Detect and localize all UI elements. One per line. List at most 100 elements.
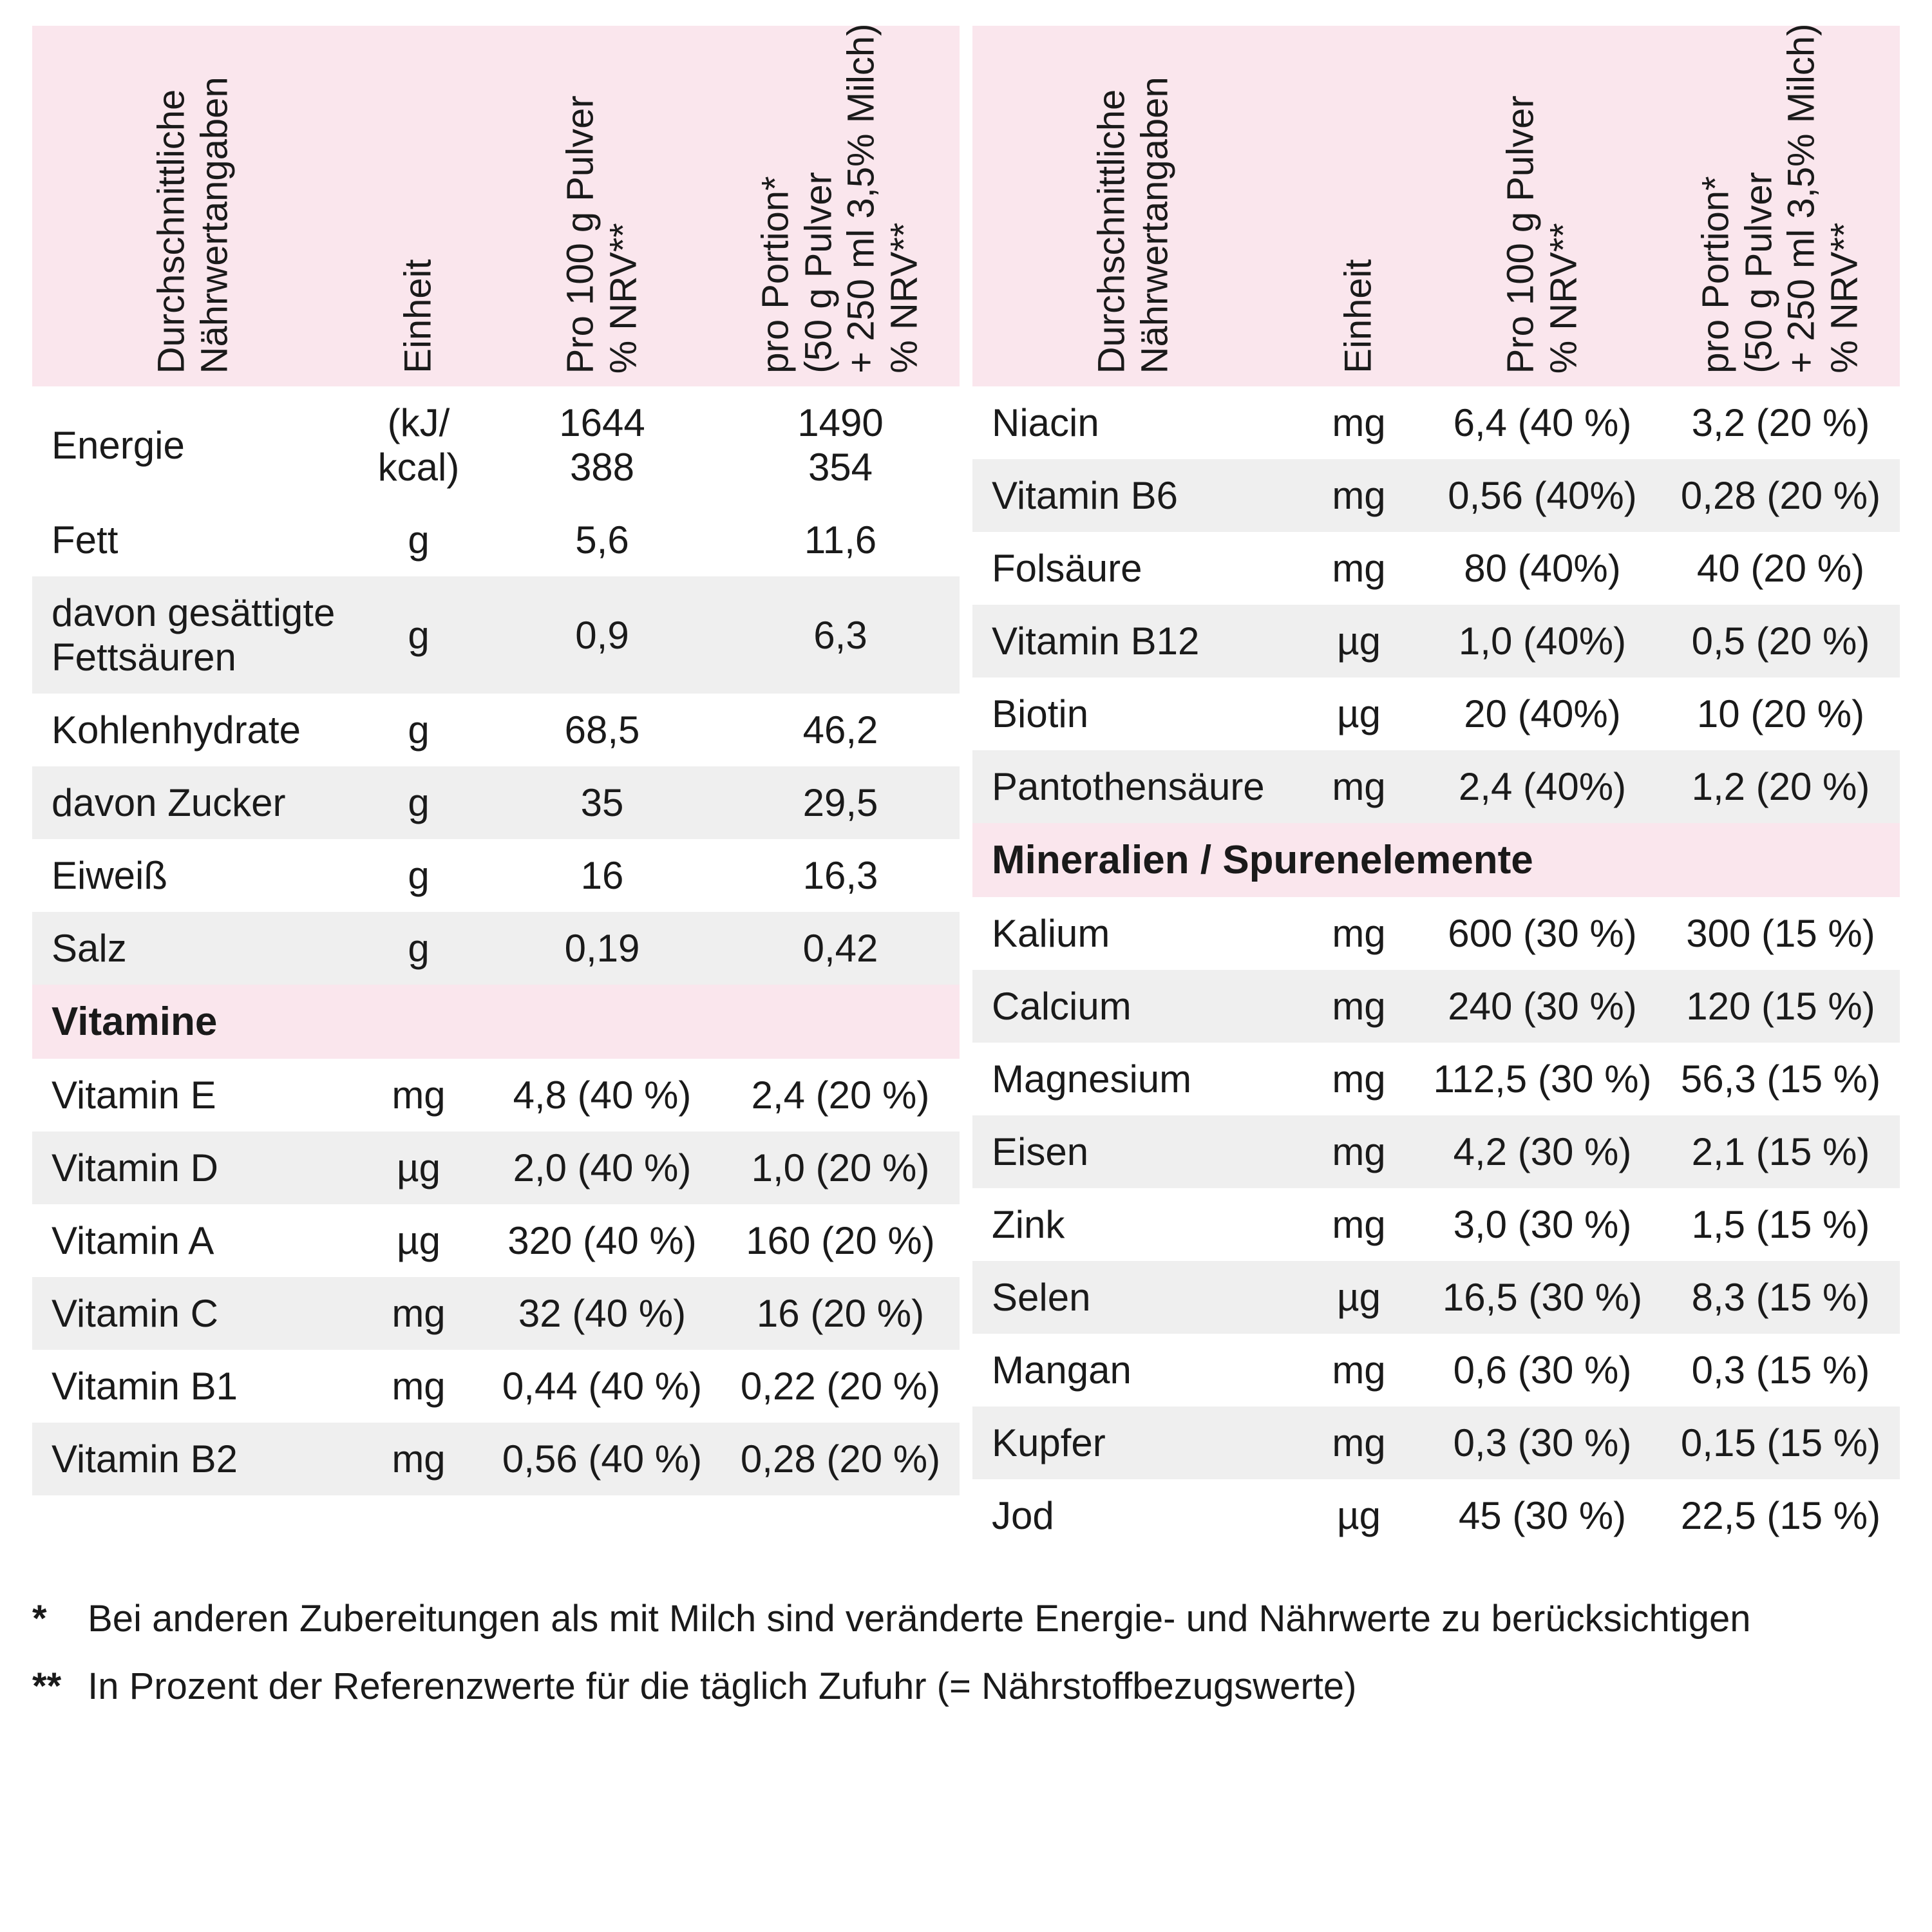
value-per-100g: 0,9 (483, 576, 721, 694)
value-per-portion: 300 (15 %) (1662, 897, 1900, 970)
value-per-portion: 1,2 (20 %) (1662, 750, 1900, 823)
value-per-100g: 0,6 (30 %) (1423, 1334, 1662, 1406)
value-per-100g: 35 (483, 766, 721, 839)
nutrient-name: Vitamin B1 (32, 1350, 354, 1423)
nutrient-name: davon gesättigte Fettsäuren (32, 576, 354, 694)
value-per-100g: 4,2 (30 %) (1423, 1115, 1662, 1188)
nutrient-unit: mg (1294, 750, 1423, 823)
value-per-portion: 0,28 (20 %) (1662, 459, 1900, 532)
nutrient-unit: µg (1294, 677, 1423, 750)
nutrient-name: Eiweiß (32, 839, 354, 912)
value-per-portion: 0,3 (15 %) (1662, 1334, 1900, 1406)
nutrient-unit: mg (1294, 1043, 1423, 1115)
table-row: Folsäuremg80 (40%)40 (20 %) (972, 532, 1900, 605)
nutrient-name: Fett (32, 504, 354, 576)
nutrient-name: Kalium (972, 897, 1294, 970)
table-row: Vitamin Emg4,8 (40 %)2,4 (20 %) (32, 1059, 960, 1132)
value-per-portion: 0,28 (20 %) (721, 1423, 960, 1495)
value-per-100g: 112,5 (30 %) (1423, 1043, 1662, 1115)
nutrient-name: Magnesium (972, 1043, 1294, 1115)
nutrient-unit: µg (354, 1132, 483, 1204)
value-per-portion: 0,5 (20 %) (1662, 605, 1900, 677)
value-per-portion: 40 (20 %) (1662, 532, 1900, 605)
nutrient-name: Kohlenhydrate (32, 694, 354, 766)
nutrient-name: Kupfer (972, 1406, 1294, 1479)
value-per-portion: 160 (20 %) (721, 1204, 960, 1277)
nutrient-unit: g (354, 912, 483, 985)
nutrient-unit: (kJ/kcal) (354, 386, 483, 504)
value-per-portion: 46,2 (721, 694, 960, 766)
nutrient-name: Vitamin C (32, 1277, 354, 1350)
table-header: DurchschnittlicheNährwertangaben Einheit… (972, 26, 1900, 386)
nutrient-unit: mg (1294, 1115, 1423, 1188)
nutrient-unit: g (354, 504, 483, 576)
table-row: Kohlenhydrateg68,546,2 (32, 694, 960, 766)
nutrient-unit: mg (1294, 1406, 1423, 1479)
nutrient-unit: g (354, 839, 483, 912)
col-header-name-text: DurchschnittlicheNährwertangaben (150, 77, 236, 374)
table-row: Vitamin B6mg0,56 (40%)0,28 (20 %) (972, 459, 1900, 532)
nutrient-unit: µg (1294, 1261, 1423, 1334)
nutrient-unit: mg (354, 1423, 483, 1495)
footnote-2-mark: ** (32, 1658, 77, 1714)
value-per-100g: 3,0 (30 %) (1423, 1188, 1662, 1261)
value-per-portion: 16 (20 %) (721, 1277, 960, 1350)
value-per-portion: 0,15 (15 %) (1662, 1406, 1900, 1479)
nutrient-name: Vitamin B2 (32, 1423, 354, 1495)
table-row: davon gesättigte Fettsäureng0,96,3 (32, 576, 960, 694)
nutrient-unit: µg (1294, 1479, 1423, 1552)
nutrient-name: davon Zucker (32, 766, 354, 839)
nutrient-name: Biotin (972, 677, 1294, 750)
footnote-2: ** In Prozent der Referenzwerte für die … (32, 1658, 1900, 1714)
value-per-portion: 2,4 (20 %) (721, 1059, 960, 1132)
nutrient-unit: mg (354, 1059, 483, 1132)
value-per-100g: 1644388 (483, 386, 721, 504)
nutrient-unit: mg (1294, 1334, 1423, 1406)
nutrient-unit: g (354, 694, 483, 766)
table-row: Biotinµg20 (40%)10 (20 %) (972, 677, 1900, 750)
col-header-name: DurchschnittlicheNährwertangaben (32, 26, 354, 386)
nutrition-table-right: DurchschnittlicheNährwertangaben Einheit… (972, 26, 1900, 1552)
value-per-100g: 0,56 (40 %) (483, 1423, 721, 1495)
value-per-100g: 1,0 (40%) (1423, 605, 1662, 677)
table-row: Pantothensäuremg2,4 (40%)1,2 (20 %) (972, 750, 1900, 823)
col-header-unit-text: Einheit (397, 260, 440, 374)
nutrient-unit: mg (1294, 1188, 1423, 1261)
section-label: Vitamine (32, 985, 960, 1059)
value-per-portion: 6,3 (721, 576, 960, 694)
table-row: Energie(kJ/kcal)16443881490354 (32, 386, 960, 504)
table-row: Manganmg0,6 (30 %)0,3 (15 %) (972, 1334, 1900, 1406)
footnote-2-text: In Prozent der Referenzwerte für die täg… (88, 1665, 1356, 1707)
table-row: Jodµg45 (30 %)22,5 (15 %) (972, 1479, 1900, 1552)
value-per-100g: 0,19 (483, 912, 721, 985)
nutrient-unit: g (354, 766, 483, 839)
footnote-1: * Bei anderen Zubereitungen als mit Milc… (32, 1591, 1900, 1647)
nutrient-unit: mg (1294, 459, 1423, 532)
value-per-100g: 6,4 (40 %) (1423, 386, 1662, 459)
footnote-1-mark: * (32, 1591, 77, 1647)
value-per-100g: 240 (30 %) (1423, 970, 1662, 1043)
nutrient-name: Folsäure (972, 532, 1294, 605)
nutrient-name: Salz (32, 912, 354, 985)
footnote-1-text: Bei anderen Zubereitungen als mit Milch … (88, 1598, 1750, 1640)
nutrition-table-left: DurchschnittlicheNährwertangaben Einheit… (32, 26, 960, 1495)
value-per-portion: 29,5 (721, 766, 960, 839)
value-per-100g: 68,5 (483, 694, 721, 766)
col-header-per100: Pro 100 g Pulver% NRV** (483, 26, 721, 386)
value-per-portion: 8,3 (15 %) (1662, 1261, 1900, 1334)
value-per-portion: 2,1 (15 %) (1662, 1115, 1900, 1188)
value-per-100g: 80 (40%) (1423, 532, 1662, 605)
nutrient-name: Calcium (972, 970, 1294, 1043)
value-per-portion: 3,2 (20 %) (1662, 386, 1900, 459)
nutrient-name: Zink (972, 1188, 1294, 1261)
table-row: Eisenmg4,2 (30 %)2,1 (15 %) (972, 1115, 1900, 1188)
table-row: Fettg5,611,6 (32, 504, 960, 576)
section-row-vitamins: Vitamine (32, 985, 960, 1059)
nutrient-unit: mg (1294, 970, 1423, 1043)
nutrient-name: Vitamin B6 (972, 459, 1294, 532)
nutrient-name: Niacin (972, 386, 1294, 459)
value-per-portion: 120 (15 %) (1662, 970, 1900, 1043)
value-per-100g: 0,3 (30 %) (1423, 1406, 1662, 1479)
table-row: Vitamin Aµg320 (40 %)160 (20 %) (32, 1204, 960, 1277)
nutrient-name: Mangan (972, 1334, 1294, 1406)
